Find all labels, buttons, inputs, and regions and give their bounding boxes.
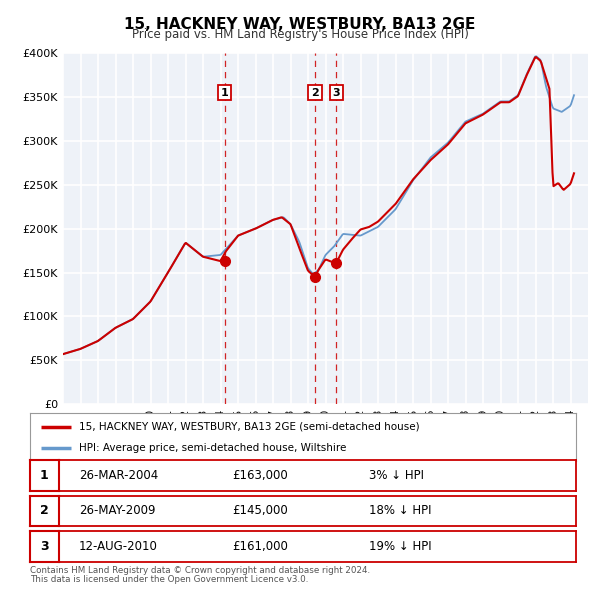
Text: 2: 2 bbox=[311, 87, 319, 97]
Text: This data is licensed under the Open Government Licence v3.0.: This data is licensed under the Open Gov… bbox=[30, 575, 308, 584]
Text: HPI: Average price, semi-detached house, Wiltshire: HPI: Average price, semi-detached house,… bbox=[79, 443, 347, 453]
Text: Price paid vs. HM Land Registry's House Price Index (HPI): Price paid vs. HM Land Registry's House … bbox=[131, 28, 469, 41]
Text: Contains HM Land Registry data © Crown copyright and database right 2024.: Contains HM Land Registry data © Crown c… bbox=[30, 566, 370, 575]
Text: 26-MAR-2004: 26-MAR-2004 bbox=[79, 469, 158, 482]
Text: 15, HACKNEY WAY, WESTBURY, BA13 2GE (semi-detached house): 15, HACKNEY WAY, WESTBURY, BA13 2GE (sem… bbox=[79, 421, 420, 431]
Text: 2: 2 bbox=[40, 504, 49, 517]
Text: £163,000: £163,000 bbox=[232, 469, 288, 482]
Text: 1: 1 bbox=[221, 87, 229, 97]
Text: 3: 3 bbox=[40, 540, 49, 553]
Text: 15, HACKNEY WAY, WESTBURY, BA13 2GE: 15, HACKNEY WAY, WESTBURY, BA13 2GE bbox=[124, 17, 476, 31]
Text: 19% ↓ HPI: 19% ↓ HPI bbox=[368, 540, 431, 553]
Text: 26-MAY-2009: 26-MAY-2009 bbox=[79, 504, 155, 517]
Text: £161,000: £161,000 bbox=[232, 540, 288, 553]
Text: 1: 1 bbox=[40, 469, 49, 482]
Text: £145,000: £145,000 bbox=[232, 504, 288, 517]
Text: 12-AUG-2010: 12-AUG-2010 bbox=[79, 540, 158, 553]
Text: 3: 3 bbox=[332, 87, 340, 97]
Text: 3% ↓ HPI: 3% ↓ HPI bbox=[368, 469, 424, 482]
Text: 18% ↓ HPI: 18% ↓ HPI bbox=[368, 504, 431, 517]
